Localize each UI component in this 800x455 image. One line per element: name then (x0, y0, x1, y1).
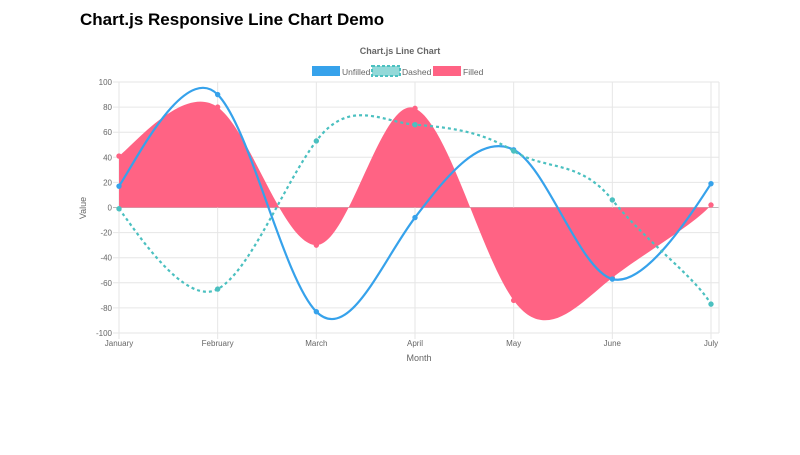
x-tick-label: April (407, 339, 423, 348)
y-tick-label: 100 (99, 78, 113, 87)
data-point[interactable] (116, 183, 122, 189)
data-point[interactable] (116, 153, 122, 159)
legend-item-filled[interactable]: Filled (433, 66, 484, 77)
series-area (119, 101, 711, 321)
data-point[interactable] (708, 202, 714, 208)
chart-series (116, 86, 714, 321)
data-point[interactable] (214, 286, 221, 292)
data-point[interactable] (412, 214, 418, 221)
data-point[interactable] (609, 197, 616, 203)
data-point[interactable] (609, 276, 616, 282)
chart-title: Chart.js Line Chart (360, 46, 441, 56)
chart-legend[interactable]: Unfilled Dashed Filled (312, 65, 484, 77)
data-point[interactable] (313, 308, 320, 315)
legend-label: Filled (463, 67, 484, 77)
y-tick-label: -20 (100, 229, 112, 238)
y-tick-label: -60 (100, 279, 112, 288)
data-point[interactable] (412, 121, 418, 128)
page-title: Chart.js Responsive Line Chart Demo (80, 10, 385, 29)
legend-item-dashed[interactable]: Dashed (371, 65, 432, 77)
data-point[interactable] (510, 297, 517, 304)
y-axis-label: Value (78, 197, 88, 219)
x-tick-label: June (604, 339, 622, 348)
data-point[interactable] (412, 105, 418, 112)
y-tick-label: 60 (103, 128, 112, 137)
y-tick-label: 80 (103, 103, 112, 112)
legend-label: Unfilled (342, 67, 371, 77)
y-tick-label: -100 (96, 329, 113, 338)
legend-item-unfilled[interactable]: Unfilled (312, 66, 371, 77)
legend-swatch (371, 65, 401, 77)
y-tick-label: 20 (103, 178, 112, 187)
data-point[interactable] (313, 242, 320, 248)
y-tick-label: 0 (108, 204, 113, 213)
data-point[interactable] (708, 301, 714, 307)
x-tick-label: January (105, 339, 133, 348)
x-axis-label: Month (406, 353, 431, 363)
data-point[interactable] (313, 138, 320, 144)
legend-swatch (312, 66, 340, 76)
y-axis-ticks: 100 80 60 40 20 0 -20 -40 -60 -80 -100 (96, 78, 113, 338)
data-point[interactable] (510, 148, 517, 154)
data-point[interactable] (708, 180, 714, 187)
x-tick-label: February (202, 339, 234, 348)
series-dashed (116, 114, 714, 307)
x-tick-label: May (506, 339, 521, 348)
x-tick-label: July (704, 339, 718, 348)
y-tick-label: 40 (103, 153, 112, 162)
y-tick-label: -80 (100, 304, 112, 313)
legend-swatch (433, 66, 461, 76)
x-tick-label: March (305, 339, 327, 348)
x-axis-ticks: January February March April May June July (105, 339, 718, 348)
data-point[interactable] (214, 104, 221, 110)
legend-label: Dashed (402, 67, 432, 77)
data-point[interactable] (116, 206, 122, 212)
data-point[interactable] (214, 91, 221, 98)
y-tick-label: -40 (100, 254, 112, 263)
